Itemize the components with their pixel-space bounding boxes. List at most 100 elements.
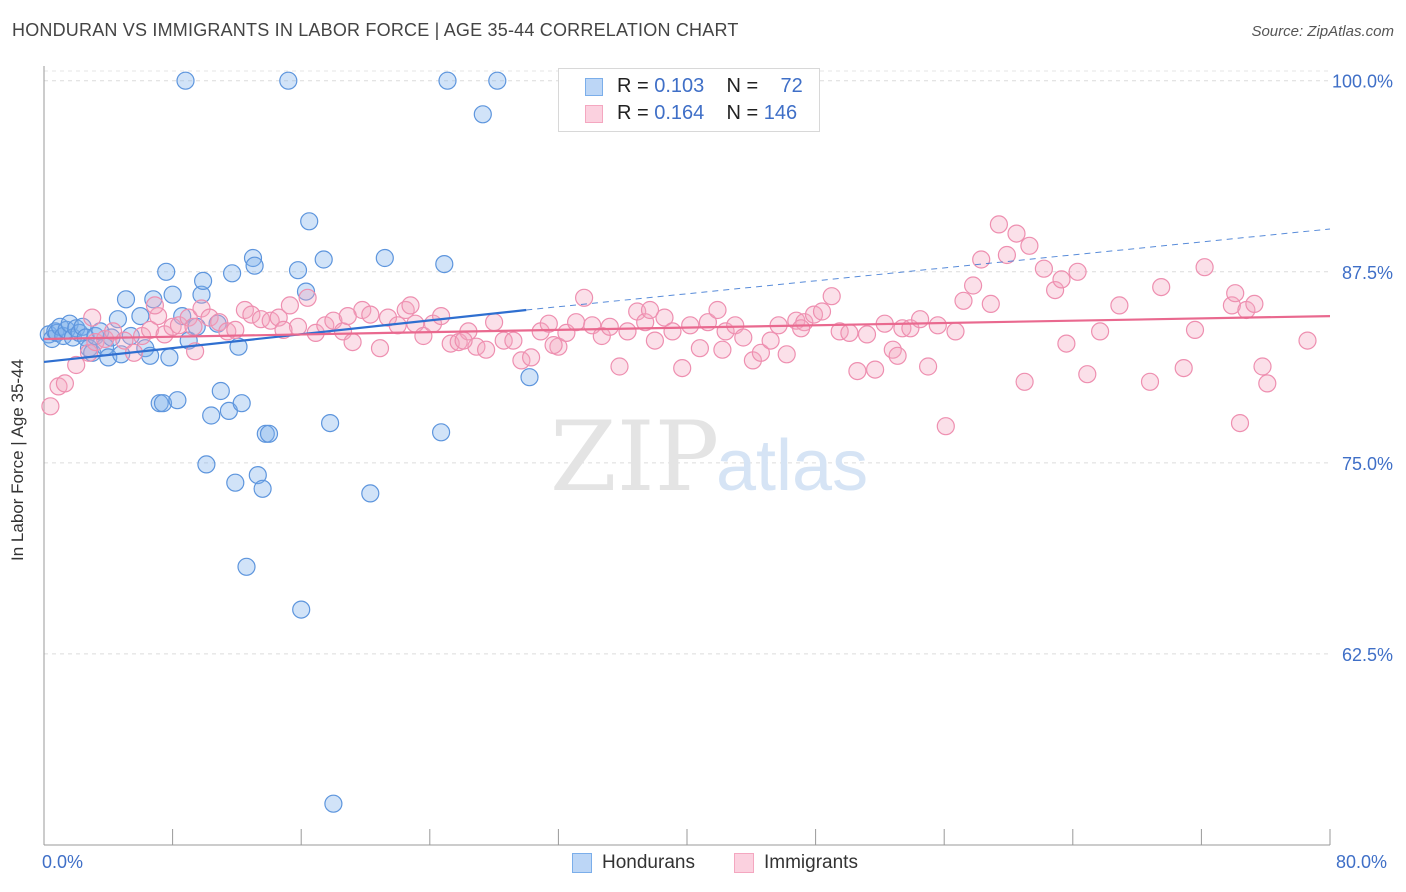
point-immigrants [149,307,168,326]
point-hondurans [288,261,308,280]
point-hondurans [211,381,230,401]
point-immigrants [936,417,955,436]
stats-n-value: 72 [780,75,803,97]
point-immigrants [432,307,451,326]
point-immigrants [574,288,594,307]
stats-swatch-immigrants [585,105,603,123]
x-tick-label-max: 80.0% [1336,852,1388,872]
point-immigrants [963,276,983,295]
point-immigrants [954,291,973,310]
point-immigrants [477,340,496,359]
stats-n-value: 146 [763,102,798,124]
point-immigrants [1090,322,1110,341]
stats-text-immigrants: R = 0.164 N = 146 [617,102,797,125]
point-hondurans [300,212,319,231]
point-immigrants [946,322,965,341]
point-immigrants [485,313,504,332]
point-immigrants [1015,372,1034,391]
point-immigrants [401,296,420,315]
point-immigrants [1020,236,1039,255]
point-immigrants [1230,414,1250,433]
stats-text-hondurans: R = 0.103 N = 72 [617,75,803,98]
point-immigrants [370,339,390,358]
stats-r-label: R = [617,102,655,124]
axes [43,66,1331,846]
point-immigrants [848,362,867,381]
point-hondurans [292,600,311,619]
chart-title: HONDURAN VS IMMIGRANTS IN LABOR FORCE | … [12,20,739,40]
watermark-atlas: atlas [716,426,868,506]
point-immigrants [566,313,586,332]
stats-r-value: 0.164 [654,102,705,124]
point-immigrants [539,314,558,333]
point-immigrants [454,331,473,350]
point-immigrants [663,322,682,341]
data-points [39,71,1317,813]
point-hondurans [168,391,187,410]
point-immigrants [1226,284,1245,303]
point-immigrants [645,331,665,350]
point-hondurans [248,466,267,485]
point-immigrants [55,374,75,393]
point-immigrants [361,305,380,324]
point-immigrants [1052,270,1071,289]
point-hondurans [253,479,272,498]
point-immigrants [115,331,134,350]
point-immigrants [494,331,513,350]
point-hondurans [194,271,213,290]
point-immigrants [378,308,398,327]
point-immigrants [777,345,796,364]
point-hondurans [438,71,457,90]
point-immigrants [928,316,947,335]
point-immigrants [1057,334,1076,353]
point-hondurans [232,394,251,413]
point-immigrants [544,336,563,355]
watermark: ZIP atlas [550,401,868,513]
point-immigrants [1174,359,1193,378]
point-immigrants [734,328,753,347]
point-immigrants [343,333,362,352]
stats-box: R = 0.103 N = 72 R = 0.164 N = 146 [558,68,820,132]
point-immigrants [226,320,245,339]
point-immigrants [163,317,182,336]
point-immigrants [1140,372,1160,391]
point-immigrants [1110,296,1129,315]
point-immigrants [83,308,102,327]
point-hondurans [202,406,221,425]
y-tick-label: 100.0% [1332,72,1393,92]
point-hondurans [321,414,340,433]
point-immigrants [242,305,261,324]
legend-label-immigrants: Immigrants [764,852,858,873]
stats-n-label: N = [726,102,764,124]
point-immigrants [141,320,160,339]
point-immigrants [761,331,780,350]
point-hondurans [259,424,279,443]
point-immigrants [179,308,198,327]
y-axis-label: In Labor Force | Age 35-44 [8,359,27,561]
point-immigrants [972,250,991,269]
point-immigrants [981,294,1000,313]
point-immigrants [504,331,523,350]
point-hondurans [473,105,492,124]
point-immigrants [713,340,732,359]
point-immigrants [618,322,637,341]
point-immigrants [640,300,660,320]
point-immigrants [673,359,692,378]
y-tick-label: 75.0% [1342,454,1393,474]
source-credit: Source: ZipAtlas.com [1251,23,1394,40]
point-immigrants [184,317,203,336]
y-tick-labels: 100.0% 87.5% 75.0% 62.5% [1332,72,1393,665]
point-immigrants [888,346,907,365]
point-hondurans [157,262,176,281]
stats-r-label: R = [617,75,655,97]
point-hondurans [197,455,216,474]
point-hondurans [435,255,454,274]
point-hondurans [116,290,136,309]
point-hondurans [361,484,380,503]
point-hondurans [163,285,182,304]
legend-swatch-immigrants [734,853,754,873]
point-immigrants [910,310,930,329]
stats-swatch-hondurans [585,78,603,96]
point-immigrants [1253,357,1272,376]
point-hondurans [226,473,245,492]
